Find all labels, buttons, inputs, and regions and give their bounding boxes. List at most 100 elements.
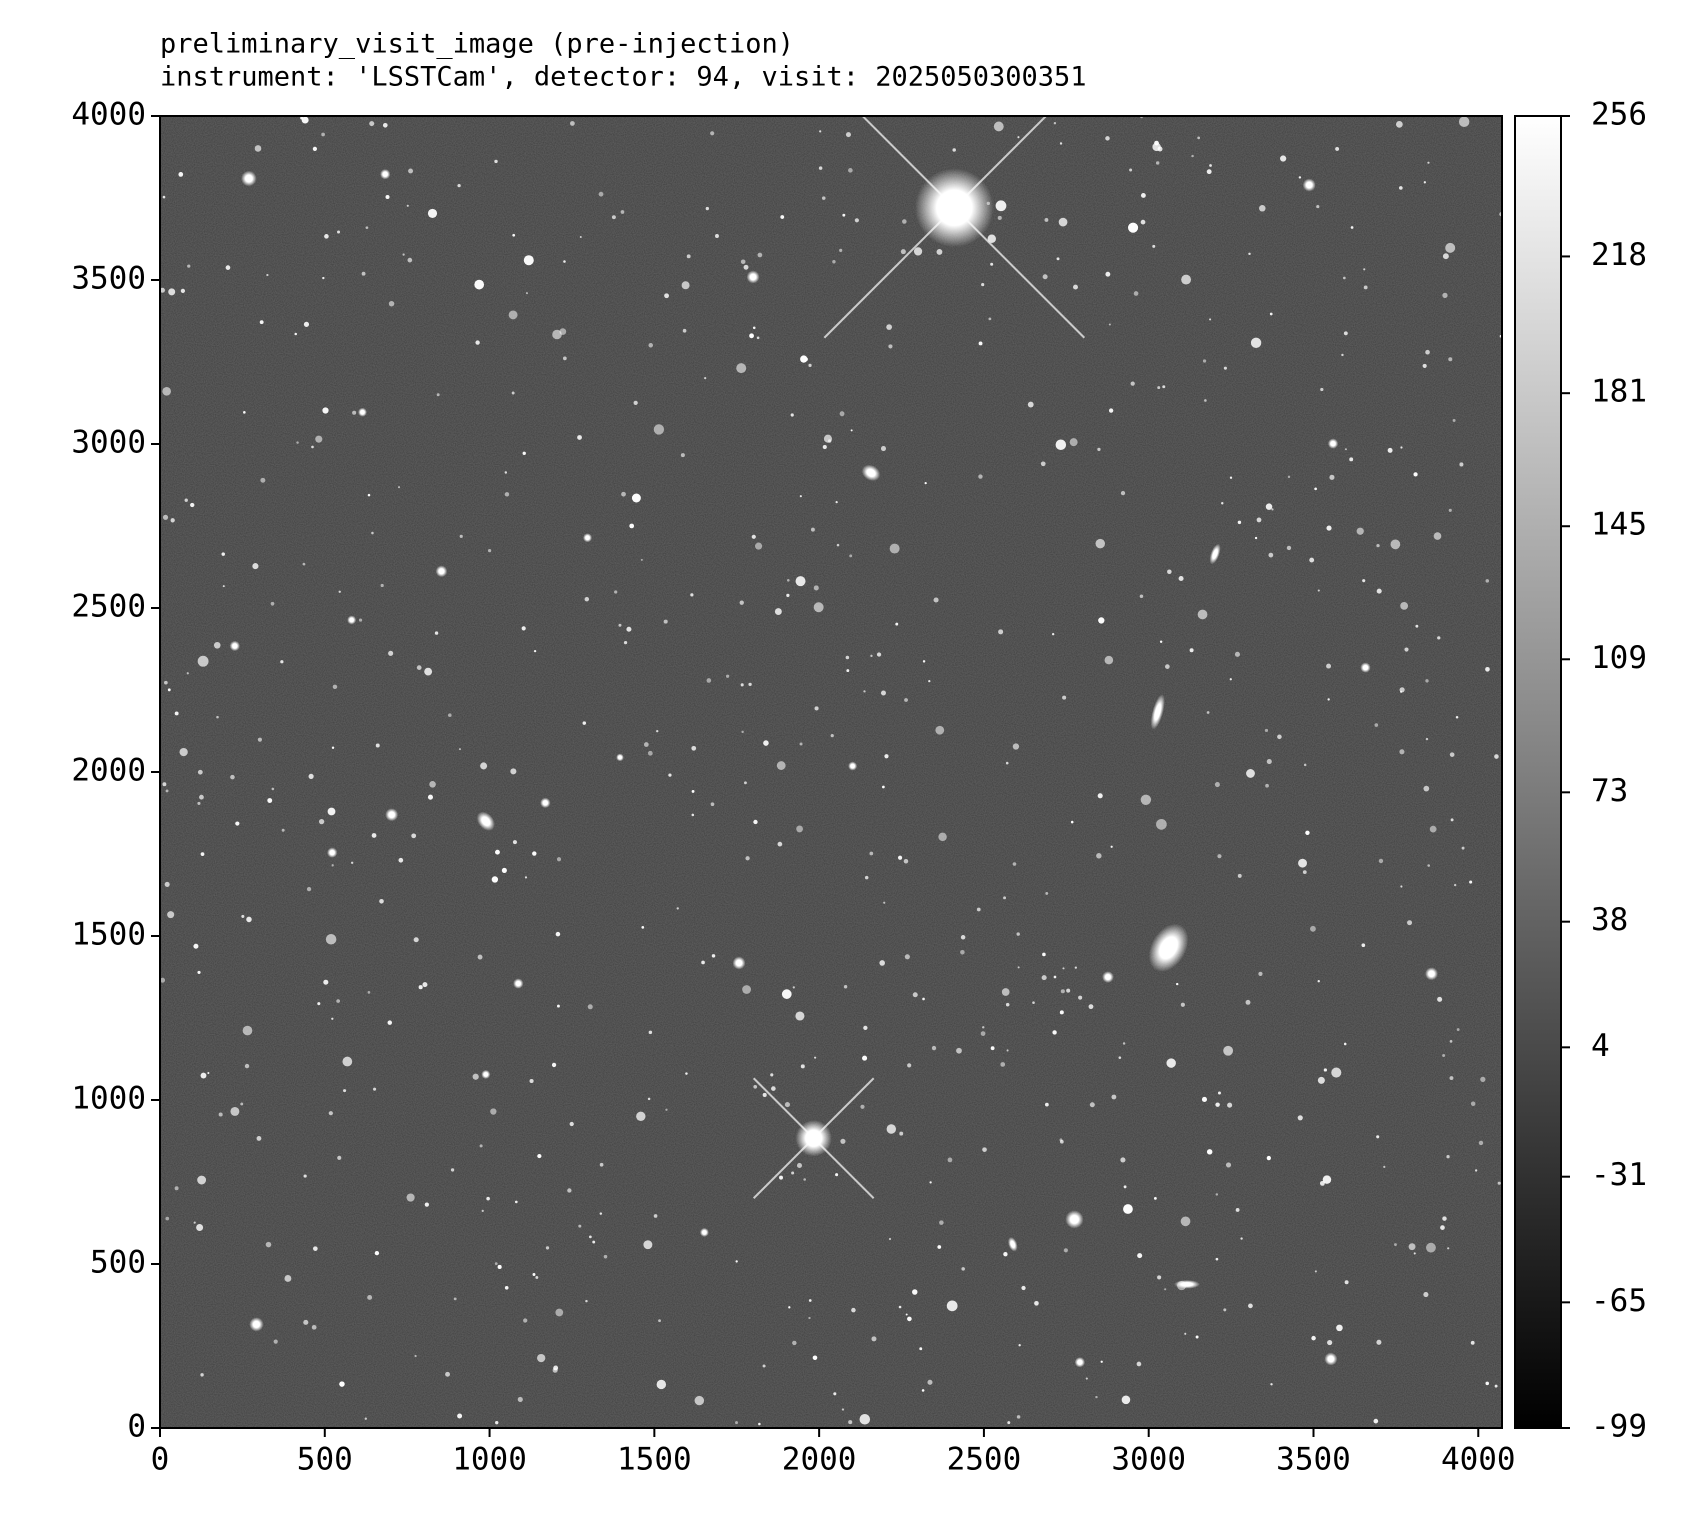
sky-source: [1223, 366, 1227, 370]
sky-source: [179, 747, 188, 757]
sky-source: [450, 1168, 455, 1172]
sky-source: [762, 1364, 766, 1368]
sky-source: [1387, 447, 1393, 453]
sky-source: [424, 1202, 429, 1207]
sky-source: [555, 931, 561, 937]
sky-source: [1316, 204, 1320, 209]
sky-star: [435, 565, 448, 578]
sky-source: [563, 260, 566, 263]
sky-source: [1118, 1056, 1122, 1059]
sky-source: [567, 1188, 572, 1193]
sky-source: [929, 1181, 932, 1184]
sky-source: [618, 623, 622, 627]
sky-source: [886, 324, 892, 330]
sky-source: [1120, 491, 1126, 496]
sky-source: [694, 1395, 705, 1406]
sky-source: [912, 1289, 918, 1295]
sky-source: [779, 1175, 783, 1180]
sky-source: [1415, 624, 1419, 628]
sky-source: [1449, 1076, 1454, 1081]
sky-source: [352, 410, 357, 415]
sky-source: [1059, 1139, 1064, 1144]
sky-source: [849, 554, 853, 558]
sky-source: [197, 1175, 207, 1185]
sky-source: [813, 585, 819, 591]
sky-source: [1156, 818, 1167, 830]
sky-source: [1250, 337, 1262, 349]
sky-source: [1180, 1216, 1191, 1227]
sky-source: [230, 774, 235, 780]
sky-source: [664, 293, 669, 299]
sky-source: [1153, 1196, 1157, 1200]
sky-source: [1310, 925, 1316, 932]
sky-source: [808, 1316, 811, 1320]
sky-source: [1165, 664, 1170, 669]
sky-source: [1041, 975, 1047, 981]
sky-source: [1442, 1216, 1447, 1221]
sky-source: [1270, 1383, 1273, 1386]
sky-source: [1121, 1395, 1131, 1405]
sky-source: [1343, 276, 1346, 280]
sky-source: [1425, 349, 1430, 355]
sky-source: [1017, 136, 1020, 139]
sky-source: [740, 259, 746, 265]
sky-source: [1005, 1002, 1010, 1007]
sky-source: [1400, 885, 1403, 888]
sky-source: [1427, 161, 1430, 164]
sky-source: [680, 453, 685, 458]
sky-source: [382, 122, 388, 128]
sky-source: [1323, 1068, 1327, 1072]
sky-source: [327, 807, 336, 816]
sky-source: [1309, 557, 1315, 563]
sky-source: [522, 451, 526, 456]
sky-source: [408, 168, 414, 174]
sky-source: [1123, 1185, 1127, 1189]
sky-source: [280, 660, 284, 664]
sky-source: [907, 1063, 912, 1068]
sky-source: [735, 1260, 738, 1263]
colorbar-tick-label: 73: [1591, 773, 1628, 809]
sky-source: [937, 1245, 942, 1249]
sky-source: [1442, 1054, 1446, 1058]
sky-source: [1327, 1339, 1333, 1346]
sky-source: [636, 1111, 646, 1122]
sky-source: [771, 1086, 776, 1091]
sky-source: [1478, 1140, 1484, 1146]
sky-source: [162, 782, 167, 787]
sky-source: [1055, 439, 1067, 451]
sky-source: [246, 916, 252, 923]
sky-source: [1225, 1162, 1232, 1168]
sky-source: [1098, 617, 1105, 624]
sky-source: [1314, 1270, 1317, 1273]
sky-source: [311, 1324, 317, 1330]
sky-source: [1407, 920, 1413, 926]
sky-source: [577, 435, 582, 440]
sky-source: [281, 828, 285, 832]
sky-source: [1140, 219, 1146, 225]
sky-source: [165, 1216, 170, 1221]
sky-source: [481, 1209, 484, 1212]
colorbar-tick-label: 218: [1591, 237, 1647, 273]
sky-source: [1376, 1339, 1382, 1345]
sky-source: [1331, 1067, 1342, 1078]
sky-source: [512, 233, 516, 237]
sky-source: [897, 855, 903, 860]
sky-source: [869, 851, 874, 856]
sky-source: [1089, 1102, 1095, 1108]
sky-source: [888, 1237, 892, 1241]
sky-source: [311, 445, 314, 449]
sky-source: [845, 655, 850, 660]
sky-source: [402, 253, 405, 256]
title-line: instrument: 'LSSTCam', detector: 94, vis…: [160, 62, 1087, 93]
sky-source: [1362, 579, 1366, 583]
sky-star: [385, 808, 399, 822]
sky-source: [411, 833, 417, 839]
sky-source: [1422, 363, 1427, 368]
sky-source: [1152, 244, 1156, 248]
sky-source: [459, 534, 463, 538]
sky-star: [1360, 662, 1371, 673]
sky-source: [514, 1200, 518, 1204]
sky-source: [1214, 782, 1220, 788]
sky-source: [1056, 257, 1060, 261]
x-tick-label: 2000: [782, 1442, 857, 1478]
